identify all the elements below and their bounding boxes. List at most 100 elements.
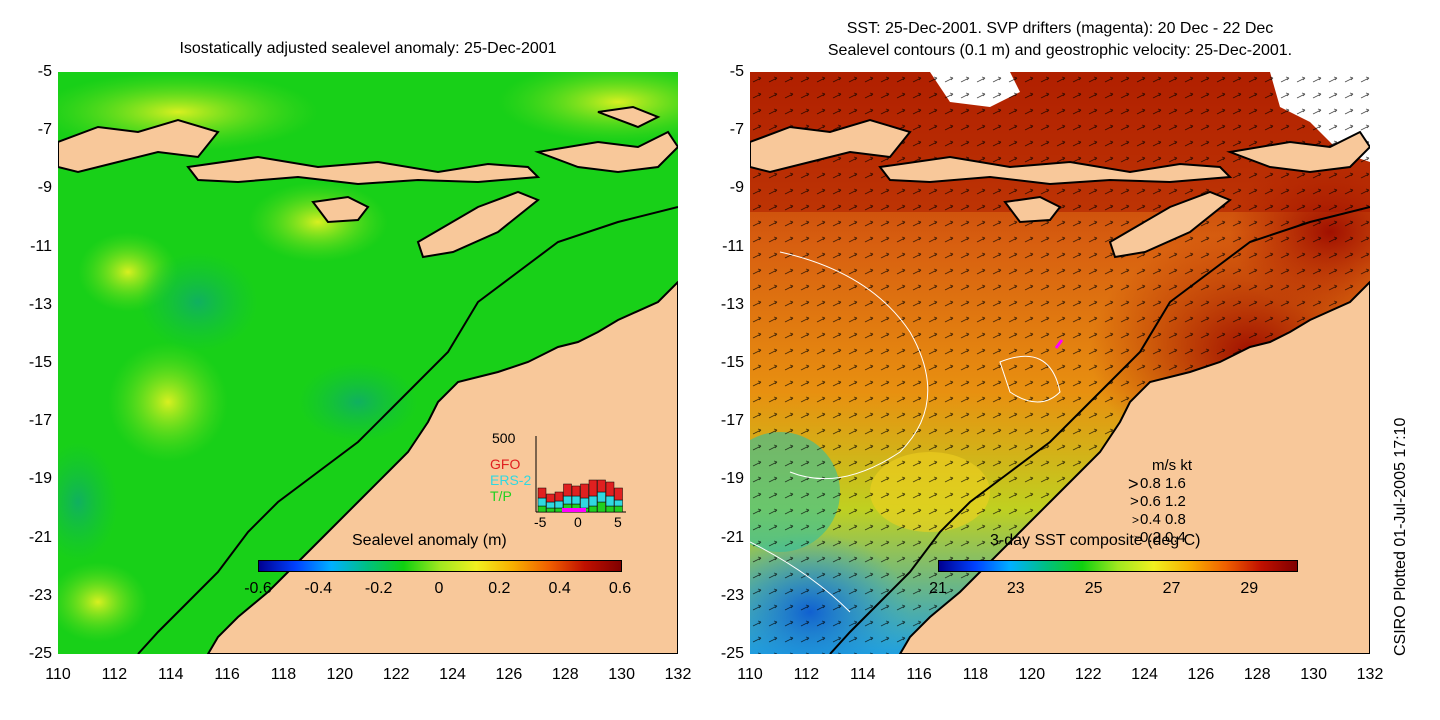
right-y-tick-label: -17 [720,412,744,430]
left-colorbar-title: Sealevel anomaly (m) [352,532,507,549]
inset-legend-ers-2: ERS-2 [490,472,532,488]
left-x-tick-label: 126 [495,666,523,683]
right-y-tick-label: -15 [720,354,744,371]
right-x-tick-label: 122 [1074,666,1102,683]
left-y-tick-label: -25 [28,645,52,662]
inset-bar-segment [571,495,581,505]
inset-x-tick: 5 [614,514,622,530]
right-y-tick-label: -21 [720,528,744,546]
inset-bar-segment [580,483,589,499]
right-x-tick-label: 124 [1131,666,1158,683]
right-colorbar-tick: 27 [1162,580,1181,597]
left-y-tick-label: -23 [28,586,52,604]
left-x-tick-label: 122 [382,666,410,683]
right-x-tick-label: 114 [849,666,876,683]
left-y-tick-label: -15 [28,354,52,371]
inset-bar-segment [605,505,615,513]
inset-bar-segment [537,497,547,507]
left-colorbar [258,560,622,572]
inset-bar-segment [605,481,615,497]
plot-credit: CSIRO Plotted 01-Jul-2005 17:10 [1392,417,1409,656]
right-x-tick-label: 112 [793,666,820,683]
right-y-tick-label: -23 [720,586,744,604]
left-x-tick-label: 112 [101,666,128,683]
left-x-tick-label: 130 [608,666,635,683]
left-x-tick-label: 118 [270,666,297,683]
right-colorbar-tick: 21 [929,580,947,597]
inset-x-tick: -5 [534,514,547,530]
inset-bar-segment [554,507,564,513]
left-colorbar-tick: -0.6 [244,580,272,597]
inset-bar-segment [537,505,547,513]
right-x-tick-label: 118 [962,666,989,683]
inset-bar-segment [597,501,606,513]
inset-bar-segment [571,485,581,497]
left-y-tick-label: -19 [28,470,52,488]
right-colorbar-title: 3-day SST composite (deg C) [990,532,1201,549]
left-x-tick-label: 120 [326,666,354,683]
inset-bar-segment [588,479,598,497]
left-y-tick-label: -13 [28,295,52,313]
left-colorbar-tick: 0.6 [608,580,632,597]
left-map-title: Isostatically adjusted sealevel anomaly:… [179,40,557,57]
inset-bar-segment [597,479,606,493]
left-y-tick-label: -5 [37,63,52,80]
right-x-tick-label: 128 [1243,666,1271,683]
left-x-tick-label: 132 [664,666,692,683]
velocity-legend-arrow-icon: > [1128,474,1139,494]
right-x-tick-label: 110 [737,666,763,683]
inset-x-tick: 0 [574,514,582,530]
inset-legend-t-p: T/P [490,488,512,504]
left-map[interactable] [58,72,678,654]
left-colorbar-tick: 0 [434,580,444,597]
inset-bar-segment [588,505,598,513]
velocity-legend-row: 0.4 0.8 [1140,511,1186,528]
inset-bar-segment [554,491,564,502]
right-y-tick-label: -19 [720,470,744,488]
inset-bar-segment [554,500,564,509]
right-y-tick-label: -25 [720,645,744,662]
right-y-tick-label: -9 [729,179,744,197]
inset-bar-segment [597,491,606,503]
right-colorbar-tick: 23 [1006,580,1025,597]
velocity-legend-row: 0.2 0.4 [1140,529,1186,546]
inset-bar-segment [546,507,555,513]
right-colorbar-tick: 25 [1084,580,1103,597]
inset-bar-segment [614,499,623,507]
right-x-tick-label: 132 [1356,666,1384,683]
left-x-tick-label: 128 [551,666,579,683]
inset-bar-segment [605,495,615,507]
velocity-legend-arrow-icon: > [1132,513,1140,527]
inset-bar-segment [588,495,598,507]
inset-bar-segment [537,487,547,499]
left-colorbar-tick: 0.2 [488,580,511,597]
inset-legend-gfo: GFO [490,456,521,472]
left-y-tick-label: -9 [37,179,52,197]
left-x-tick-label: 110 [45,666,71,683]
right-y-tick-label: -7 [729,121,744,139]
left-y-tick-label: -21 [28,528,52,546]
right-x-tick-label: 120 [1018,666,1046,683]
inset-bar-segment [563,483,572,497]
right-x-tick-label: 130 [1300,666,1327,683]
left-y-tick-label: -11 [30,237,52,255]
left-colorbar-tick: 0.4 [548,580,571,597]
left-x-tick-label: 124 [439,666,466,683]
inset-bar-segment [563,495,572,505]
inset-bar-segment [546,501,555,509]
velocity-legend-arrow-icon: > [1130,493,1139,510]
velocity-legend-row: 0.6 1.2 [1140,493,1186,510]
left-x-tick-label: 114 [157,666,184,683]
right-y-tick-label: -11 [722,237,744,255]
left-colorbar-tick: -0.2 [364,580,393,597]
right-y-tick-label: -13 [720,295,744,313]
left-y-tick-label: -7 [37,121,52,139]
right-y-tick-label: -5 [729,63,744,80]
inset-bar-segment [580,497,589,509]
left-y-tick-label: -17 [28,412,52,430]
inset-bar-segment [546,493,555,503]
right-x-tick-label: 116 [906,666,932,683]
velocity-legend-row: 0.8 1.6 [1140,475,1186,492]
right-map-title-line1: SST: 25-Dec-2001. SVP drifters (magenta)… [846,20,1274,37]
left-colorbar-tick: -0.4 [304,580,333,597]
